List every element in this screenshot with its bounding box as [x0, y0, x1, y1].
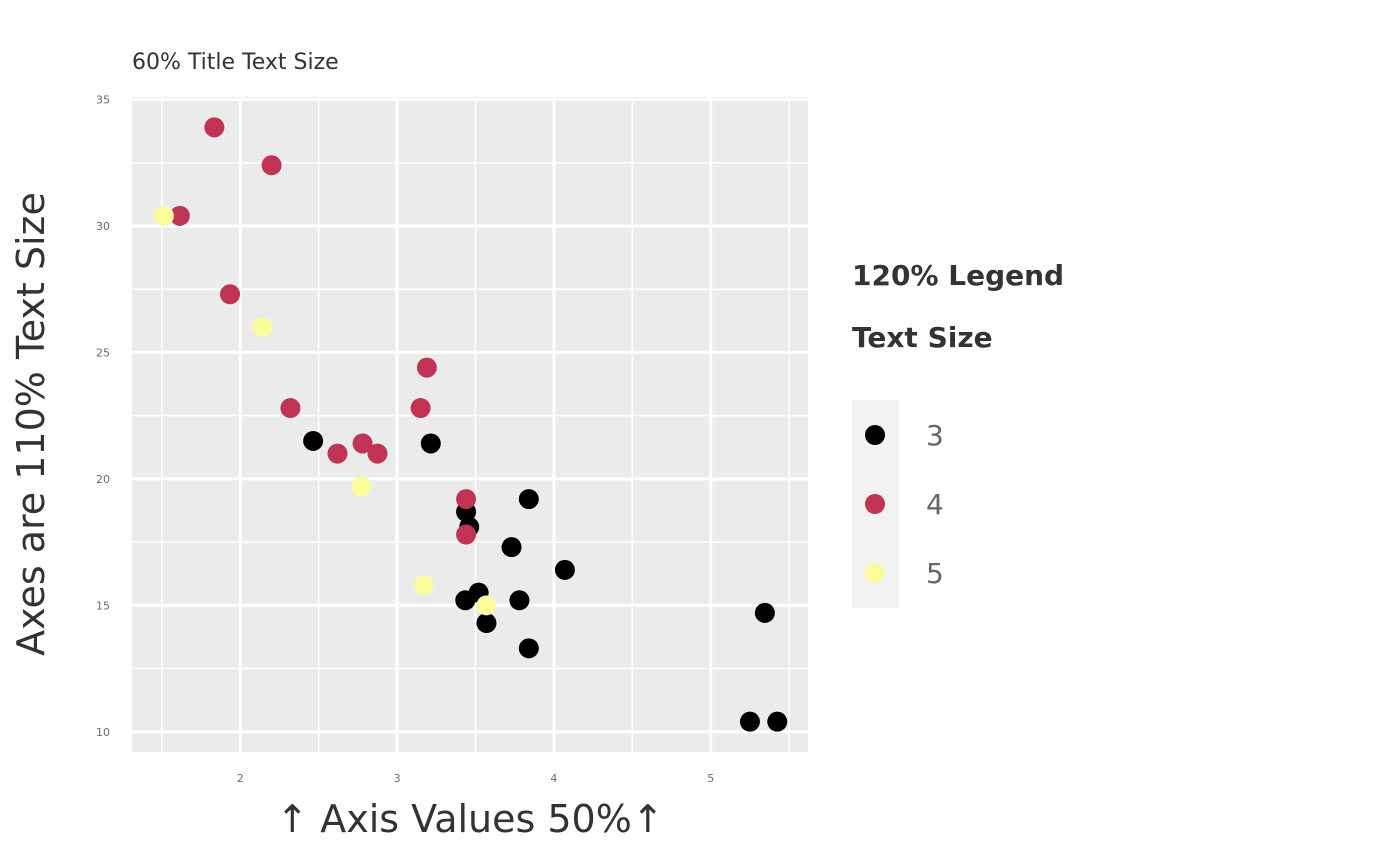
y-tick-label: 25 [96, 346, 110, 359]
x-tick-label: 5 [707, 772, 714, 785]
data-point-series-3 [554, 559, 575, 580]
data-point-series-4 [456, 524, 477, 545]
x-tick-label: 3 [394, 772, 401, 785]
data-point-series-3 [754, 602, 775, 623]
data-point-series-4 [456, 489, 477, 510]
y-axis-ticks: 10 15 20 25 30 35 [96, 94, 110, 739]
data-point-series-3 [420, 433, 441, 454]
plot-panel [132, 97, 808, 752]
data-point-series-5 [252, 317, 273, 338]
legend-label-5: 5 [926, 557, 944, 590]
data-point-series-3 [767, 711, 788, 732]
x-axis-label: ↑ Axis Values 50%↑ [276, 797, 663, 841]
data-point-series-5 [350, 476, 371, 497]
data-point-series-5 [153, 205, 174, 226]
data-point-series-3 [476, 613, 497, 634]
data-point-series-3 [518, 638, 539, 659]
y-tick-label: 35 [96, 94, 110, 107]
data-point-series-4 [367, 443, 388, 464]
data-point-series-4 [220, 284, 241, 305]
x-axis-ticks: 2 3 4 5 [237, 772, 715, 785]
data-point-series-3 [501, 537, 522, 558]
data-point-series-4 [261, 155, 282, 176]
y-axis-label: Axes are 110% Text Size [9, 192, 53, 656]
y-tick-label: 15 [96, 599, 110, 612]
data-point-series-4 [204, 117, 225, 138]
data-point-series-4 [280, 398, 301, 419]
data-point-series-4 [416, 357, 437, 378]
legend-title-line-2: Text Size [852, 321, 993, 354]
data-point-series-4 [169, 205, 190, 226]
grid-lines [132, 97, 808, 752]
legend-label-4: 4 [926, 488, 944, 521]
data-point-series-3 [739, 711, 760, 732]
legend-key-5 [865, 563, 885, 583]
data-point-series-4 [410, 398, 431, 419]
y-tick-label: 10 [96, 726, 110, 739]
data-point-series-4 [352, 433, 373, 454]
legend: 120% Legend Text Size 3 4 5 [852, 259, 1064, 608]
legend-key-4 [865, 494, 885, 514]
chart-title: 60% Title Text Size [132, 50, 339, 75]
data-point-series-3 [303, 430, 324, 451]
legend-label-3: 3 [926, 419, 944, 452]
x-tick-label: 4 [550, 772, 557, 785]
y-tick-label: 30 [96, 220, 110, 233]
data-point-series-5 [476, 595, 497, 616]
legend-key-3 [865, 425, 885, 445]
data-point-series-3 [518, 489, 539, 510]
data-point-series-5 [413, 575, 434, 596]
y-tick-label: 20 [96, 473, 110, 486]
x-tick-label: 2 [237, 772, 244, 785]
data-point-series-3 [509, 590, 530, 611]
data-point-series-4 [327, 443, 348, 464]
legend-title-line-1: 120% Legend [852, 259, 1064, 292]
data-points [153, 117, 788, 732]
